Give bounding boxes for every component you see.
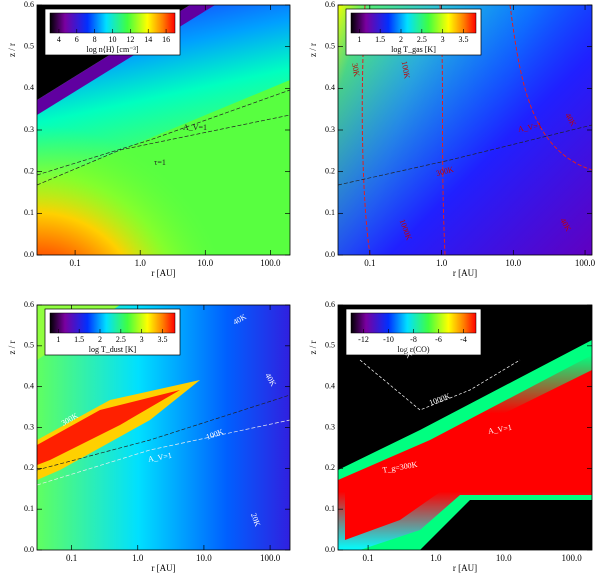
field <box>338 305 592 550</box>
colorbar-tick-label: 4 <box>57 35 61 44</box>
y-tick-label: 0.0 <box>24 545 34 554</box>
contour-label: τ=1 <box>154 158 166 167</box>
x-tick-label: 100.0 <box>561 553 582 563</box>
y-tick-label: 0.5 <box>325 341 335 350</box>
x-tick-label: 0.1 <box>69 258 80 268</box>
y-tick-label: 0.0 <box>325 545 335 554</box>
x-axis-label: r [AU] <box>453 268 477 278</box>
y-tick-label: 0.1 <box>24 504 34 513</box>
field <box>37 305 290 550</box>
colorbar-tick-label: 12 <box>126 35 134 44</box>
colorbar-label: log T_gas [K] <box>391 45 436 54</box>
x-axis-label: r [AU] <box>453 563 477 573</box>
x-tick-label: 10.0 <box>496 553 512 563</box>
colorbar-tick-label: 3 <box>441 35 445 44</box>
contour-label: 100K <box>400 60 412 79</box>
contour-label: 20K <box>249 512 262 528</box>
contour-label: A_V=1 <box>183 123 207 132</box>
x-tick-label: 10.0 <box>505 258 521 268</box>
y-tick-label: 0.0 <box>24 250 34 259</box>
colorbar-tick-label: 3.5 <box>459 35 469 44</box>
y-tick-label: 0.4 <box>325 83 335 92</box>
y-axis-label: z / r <box>7 341 17 355</box>
x-tick-label: 1.0 <box>436 258 448 268</box>
colorbar-tick-label: -12 <box>358 335 369 344</box>
y-tick-label: 0.3 <box>24 125 34 134</box>
x-tick-label: 1.0 <box>132 553 144 563</box>
y-tick-label: 0.2 <box>325 166 335 175</box>
y-axis-label: z / r <box>308 43 318 57</box>
colorbar-tick-label: 2.5 <box>417 35 427 44</box>
colorbar <box>350 12 477 34</box>
colorbar-tick-label: 2 <box>98 335 102 344</box>
colorbar-label: log ε(CO) <box>397 345 429 354</box>
y-tick-label: 0.1 <box>325 504 335 513</box>
y-tick-label: 0.4 <box>325 381 335 390</box>
y-tick-label: 0.6 <box>24 0 34 9</box>
y-axis-label: z / r <box>7 43 17 57</box>
colorbar-tick-label: -8 <box>410 335 417 344</box>
colorbar-tick-label: 10 <box>109 35 117 44</box>
y-tick-label: 0.2 <box>24 166 34 175</box>
colorbar-tick-label: 14 <box>144 35 152 44</box>
contour-label: 30K <box>350 62 361 77</box>
colorbar-tick-label: 1 <box>357 35 361 44</box>
colorbar-tick-label: 3 <box>140 335 144 344</box>
y-tick-label: 0.3 <box>325 125 335 134</box>
y-tick-label: 0.6 <box>325 0 335 9</box>
x-axis-label: r [AU] <box>151 268 175 278</box>
colorbar-tick-label: -6 <box>435 335 442 344</box>
contour-label: A_V=1 <box>147 451 172 464</box>
x-tick-label: 0.1 <box>362 553 373 563</box>
y-tick-label: 0.5 <box>24 341 34 350</box>
colorbar-tick-label: -10 <box>383 335 394 344</box>
y-tick-label: 0.2 <box>24 463 34 472</box>
y-axis-label: z / r <box>308 341 318 355</box>
y-tick-label: 0.2 <box>325 463 335 472</box>
x-tick-label: 100.0 <box>575 258 596 268</box>
contour-label: A_V=1 <box>517 121 542 134</box>
x-tick-label: 100.0 <box>260 553 281 563</box>
x-tick-label: 0.1 <box>66 553 77 563</box>
y-tick-label: 0.5 <box>325 41 335 50</box>
colorbar-label: log T_dust [K] <box>89 345 137 354</box>
contour-label: 300K <box>435 165 455 178</box>
y-tick-label: 0.6 <box>325 300 335 309</box>
x-tick-label: 1.0 <box>135 258 147 268</box>
x-tick-label: 1.0 <box>430 553 442 563</box>
x-tick-label: 10.0 <box>196 553 212 563</box>
x-axis-label: r [AU] <box>151 563 175 573</box>
colorbar-tick-label: 2.5 <box>116 335 126 344</box>
colorbar-label: log n⟨H⟩ [cm⁻³] <box>87 45 139 54</box>
y-tick-label: 0.4 <box>24 381 34 390</box>
contour-label: A_V=1 <box>487 423 512 436</box>
colorbar-tick-label: 3.5 <box>158 335 168 344</box>
colorbar-tick-label: 1 <box>56 335 60 344</box>
y-tick-label: 0.1 <box>24 208 34 217</box>
colorbar <box>49 312 176 334</box>
y-tick-label: 0.6 <box>24 300 34 309</box>
colorbar-tick-label: 6 <box>75 35 79 44</box>
y-tick-label: 0.0 <box>325 250 335 259</box>
y-tick-label: 0.3 <box>24 422 34 431</box>
colorbar-tick-label: 1.5 <box>74 335 84 344</box>
x-tick-label: 0.1 <box>364 258 375 268</box>
colorbar-tick-label: 8 <box>93 35 97 44</box>
colorbar-tick-label: 1.5 <box>375 35 385 44</box>
x-tick-label: 10.0 <box>197 258 213 268</box>
colorbar-tick-label: 16 <box>162 35 170 44</box>
y-tick-label: 0.5 <box>24 41 34 50</box>
y-tick-label: 0.4 <box>24 83 34 92</box>
colorbar-tick-label: 2 <box>399 35 403 44</box>
colorbar-tick-label: -4 <box>460 335 467 344</box>
y-tick-label: 0.3 <box>325 422 335 431</box>
y-tick-label: 0.1 <box>325 208 335 217</box>
x-tick-label: 100.0 <box>260 258 281 268</box>
